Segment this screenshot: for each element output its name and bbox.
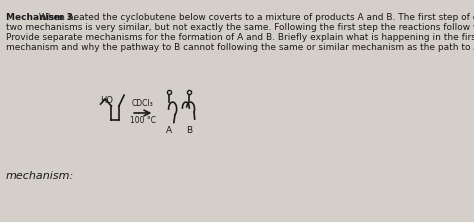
Text: 100 °C: 100 °C [130,116,156,125]
Text: HO: HO [100,96,113,105]
Text: mechanism:: mechanism: [6,171,74,181]
Text: Provide separate mechanisms for the formation of A and B. Briefly explain what i: Provide separate mechanisms for the form… [6,33,474,42]
Text: B: B [186,126,192,135]
Text: When heated the cyclobutene below coverts to a mixture of products A and B. The : When heated the cyclobutene below covert… [36,13,474,22]
Text: two mechanisms is very similar, but not exactly the same. Following the first st: two mechanisms is very similar, but not … [6,23,474,32]
Text: Mechanism 3.: Mechanism 3. [6,13,76,22]
Text: mechanism and why the pathway to B cannot following the same or similar mechanis: mechanism and why the pathway to B canno… [6,43,474,52]
Text: CDCl₃: CDCl₃ [132,99,154,108]
Text: A: A [165,126,172,135]
